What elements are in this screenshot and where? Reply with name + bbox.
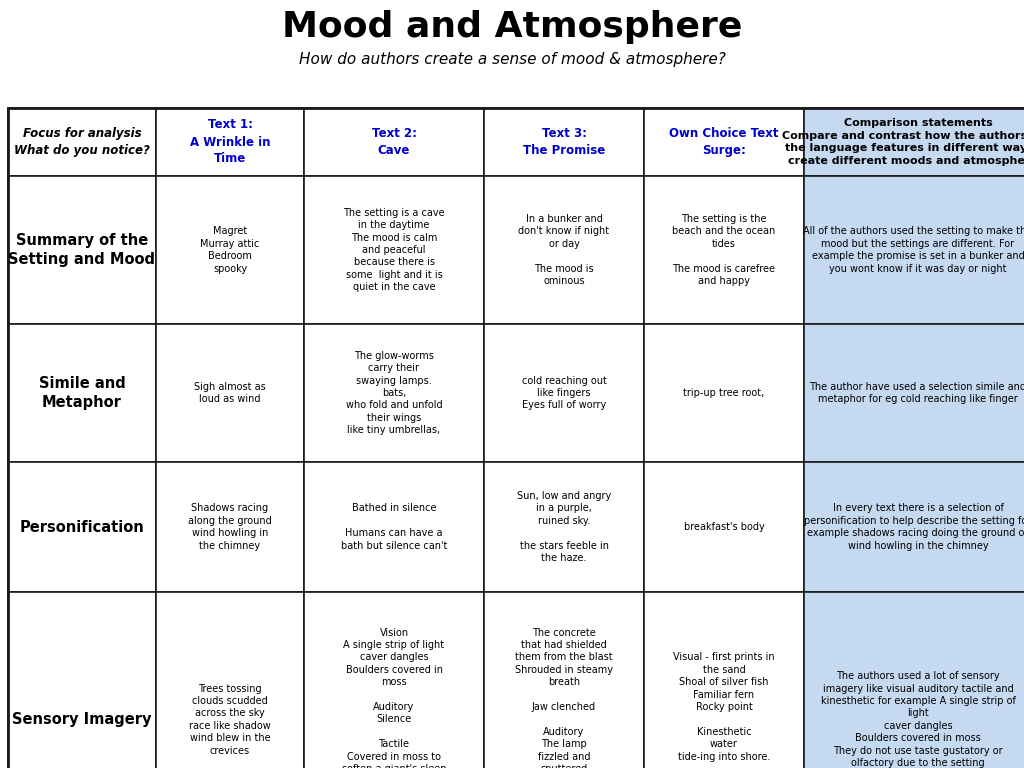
Text: Magret
Murray attic
Bedroom
spooky: Magret Murray attic Bedroom spooky: [201, 227, 260, 273]
Bar: [804, 324, 1024, 462]
Text: Text 3:
The Promise: Text 3: The Promise: [523, 127, 605, 157]
Bar: [644, 108, 804, 176]
Bar: [484, 108, 644, 176]
Bar: [644, 592, 804, 768]
Text: cold reaching out
like fingers
Eyes full of worry: cold reaching out like fingers Eyes full…: [521, 376, 606, 410]
Bar: [8, 462, 156, 592]
Text: In every text there is a selection of
personification to help describe the setti: In every text there is a selection of pe…: [805, 503, 1024, 551]
Bar: [304, 462, 484, 592]
Bar: [8, 108, 156, 176]
Text: The setting is a cave
in the daytime
The mood is calm
and peaceful
because there: The setting is a cave in the daytime The…: [343, 208, 444, 292]
Bar: [304, 592, 484, 768]
Text: Sensory Imagery: Sensory Imagery: [12, 712, 152, 727]
Bar: [804, 462, 1024, 592]
Bar: [804, 108, 1024, 176]
Bar: [156, 324, 304, 462]
Text: Simile and
Metaphor: Simile and Metaphor: [39, 376, 125, 410]
Text: The author have used a selection simile and
metaphor for eg cold reaching like f: The author have used a selection simile …: [810, 382, 1024, 404]
Bar: [644, 176, 804, 324]
Text: trip-up tree root,: trip-up tree root,: [683, 388, 765, 398]
Bar: [156, 176, 304, 324]
Text: Sun, low and angry
in a purple,
ruined sky.

the stars feeble in
the haze.: Sun, low and angry in a purple, ruined s…: [517, 491, 611, 563]
Bar: [8, 176, 156, 324]
Text: Text 2:
Cave: Text 2: Cave: [372, 127, 417, 157]
Text: Comparison statements
Compare and contrast how the authors use
the language feat: Comparison statements Compare and contra…: [782, 118, 1024, 166]
Bar: [304, 176, 484, 324]
Bar: [484, 324, 644, 462]
Text: Visual - first prints in
the sand
Shoal of silver fish
Familiar fern
Rocky point: Visual - first prints in the sand Shoal …: [673, 653, 775, 768]
Text: The concrete
that had shielded
them from the blast
Shrouded in steamy
breath

Ja: The concrete that had shielded them from…: [515, 627, 613, 768]
Bar: [484, 592, 644, 768]
Text: Own Choice Text
Surge:: Own Choice Text Surge:: [670, 127, 778, 157]
Bar: [304, 108, 484, 176]
Text: Trees tossing
clouds scudded
across the sky
race like shadow
wind blew in the
cr: Trees tossing clouds scudded across the …: [189, 684, 271, 756]
Bar: [156, 592, 304, 768]
Bar: [484, 176, 644, 324]
Text: Personification: Personification: [19, 519, 144, 535]
Text: Shadows racing
along the ground
wind howling in
the chimney: Shadows racing along the ground wind how…: [188, 503, 272, 551]
Text: The authors used a lot of sensory
imagery like visual auditory tactile and
kines: The authors used a lot of sensory imager…: [820, 671, 1016, 768]
Text: Summary of the
Setting and Mood: Summary of the Setting and Mood: [8, 233, 156, 267]
Text: Mood and Atmosphere: Mood and Atmosphere: [282, 10, 742, 44]
Bar: [644, 462, 804, 592]
Text: In a bunker and
don't know if night
or day

The mood is
ominous: In a bunker and don't know if night or d…: [518, 214, 609, 286]
Text: Vision
A single strip of light
caver dangles
Boulders covered in
moss

Auditory
: Vision A single strip of light caver dan…: [342, 627, 446, 768]
Text: Sigh almost as
loud as wind: Sigh almost as loud as wind: [195, 382, 266, 404]
Bar: [804, 592, 1024, 768]
Text: Text 1:
A Wrinkle in
Time: Text 1: A Wrinkle in Time: [189, 118, 270, 165]
Bar: [304, 324, 484, 462]
Bar: [156, 108, 304, 176]
Text: The glow-worms
carry their
swaying lamps.
bats,
who fold and unfold
their wings
: The glow-worms carry their swaying lamps…: [346, 351, 442, 435]
Bar: [8, 592, 156, 768]
Bar: [644, 324, 804, 462]
Bar: [484, 462, 644, 592]
Bar: [8, 324, 156, 462]
Text: The setting is the
beach and the ocean
tides

The mood is carefree
and happy: The setting is the beach and the ocean t…: [673, 214, 775, 286]
Bar: [156, 462, 304, 592]
Text: Bathed in silence

Humans can have a
bath but silence can't: Bathed in silence Humans can have a bath…: [341, 503, 447, 551]
Text: breakfast's body: breakfast's body: [684, 522, 764, 532]
Bar: [804, 176, 1024, 324]
Text: How do authors create a sense of mood & atmosphere?: How do authors create a sense of mood & …: [299, 52, 725, 67]
Text: Focus for analysis
What do you notice?: Focus for analysis What do you notice?: [14, 127, 150, 157]
Text: All of the authors used the setting to make the
mood but the settings are differ: All of the authors used the setting to m…: [804, 227, 1024, 273]
